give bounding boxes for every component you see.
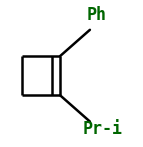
Text: Ph: Ph (87, 6, 107, 24)
Text: Pr-i: Pr-i (83, 120, 123, 138)
